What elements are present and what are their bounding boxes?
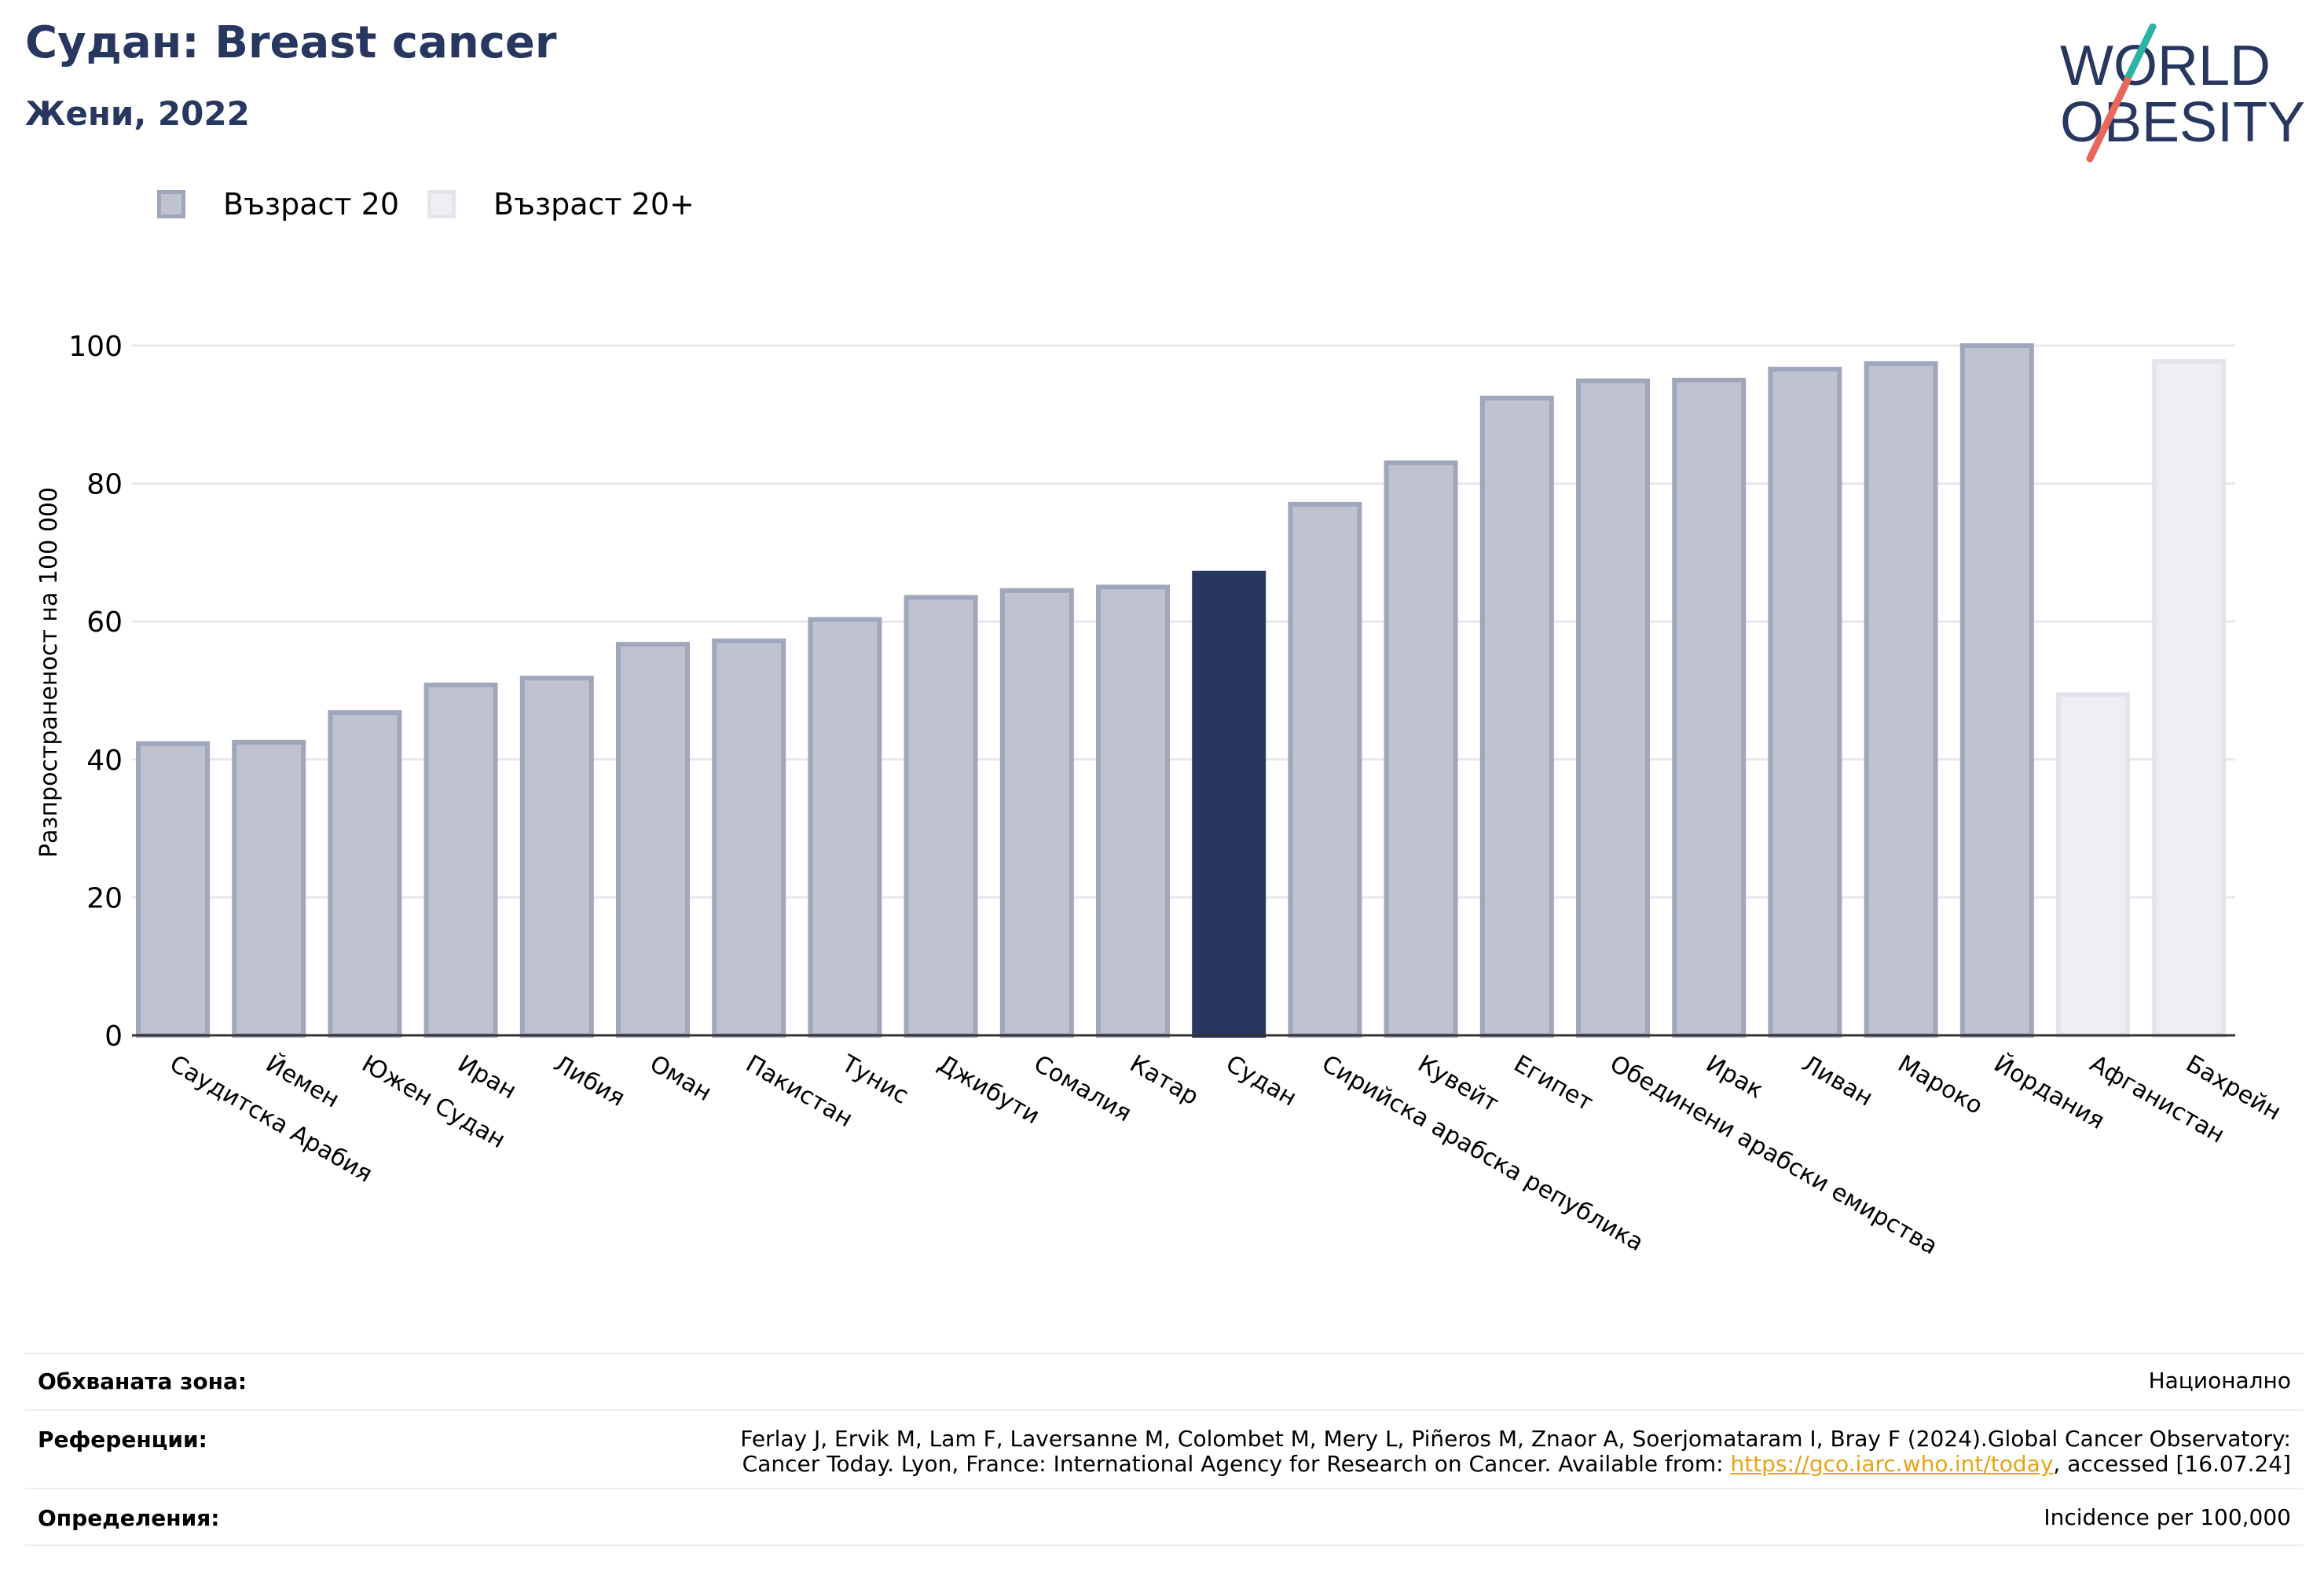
definitions-label: Определения: [38,1505,220,1531]
y-tick-label: 0 [104,1020,123,1053]
y-axis-label: Разпространеност на 100 000 [35,487,63,858]
references-line-2: Cancer Today. Lyon, France: Internationa… [740,1452,2291,1477]
legend-swatch-age20 [157,190,185,218]
x-tick-label: Катар [1125,1050,1203,1112]
x-tick-label: Мароко [1893,1050,1988,1120]
coverage-label: Обхваната зона: [38,1368,247,1394]
footer-divider [25,1353,2304,1354]
x-tick-label: Ливан [1797,1050,1877,1112]
bar-21[interactable] [2152,359,2227,1038]
logo-slash-coral [2086,76,2132,163]
definitions-value: Incidence per 100,000 [2044,1504,2291,1530]
coverage-value: Национално [2148,1368,2291,1394]
bar-7[interactable] [808,617,882,1038]
x-tick-label: Оман [645,1050,716,1107]
y-tick-label: 20 [86,882,123,914]
y-tick-label: 80 [86,469,123,501]
x-tick-label: Судан [1221,1050,1301,1112]
references-line-2-suffix: , accessed [16.07.24] [2053,1451,2291,1477]
footer-coverage-row: Обхваната зона: Национално [25,1353,2304,1409]
bar-5[interactable] [616,642,690,1038]
references-value: Ferlay J, Ervik M, Lam F, Laversanne M, … [740,1427,2291,1477]
x-tick-label: Либия [549,1050,629,1112]
footer-divider [25,1544,2304,1546]
bar-14[interactable] [1479,395,1554,1038]
chart-legend: Възраст 20 Възраст 20+ [157,181,723,228]
x-tick-label: Ирак [1701,1050,1768,1104]
references-line-1: Ferlay J, Ervik M, Lam F, Laversanne M, … [740,1426,2291,1452]
x-tick-label: Джибути [933,1050,1045,1130]
x-tick-label: Египет [1509,1050,1598,1117]
page-title: Судан: Breast cancer [25,17,557,68]
bar-11[interactable] [1192,570,1266,1038]
legend-item-age20[interactable]: Възраст 20 [157,187,399,222]
bar-0[interactable] [136,741,210,1038]
page-subtitle: Жени, 2022 [25,94,250,133]
legend-label-age20: Възраст 20 [223,187,399,222]
references-link[interactable]: https://gco.iarc.who.int/today [1730,1451,2054,1477]
bar-2[interactable] [328,710,402,1038]
references-line-2-text: Cancer Today. Lyon, France: Internationa… [742,1451,1731,1477]
y-tick-label: 60 [86,606,123,639]
world-obesity-logo: WORLD OBESITY [2060,24,2305,163]
bar-17[interactable] [1768,366,1842,1038]
bar-3[interactable] [423,682,498,1038]
bar-6[interactable] [712,638,786,1038]
bar-8[interactable] [904,595,978,1038]
footer-divider [25,1409,2304,1411]
x-tick-label: Тунис [837,1049,914,1110]
y-tick-label: 40 [86,745,123,777]
x-tick-label: Сомалия [1029,1050,1136,1128]
bar-10[interactable] [1096,584,1170,1038]
y-tick-label: 100 [68,331,123,363]
bar-4[interactable] [519,676,594,1038]
x-tick-label: Пакистан [741,1050,857,1134]
legend-item-age20plus[interactable]: Възраст 20+ [427,187,695,222]
x-tick-label: Сирийска арабска република [1317,1050,1648,1258]
logo-text-world: WORLD [2060,35,2271,97]
x-tick-label: Обединени арабски емирства [1605,1050,1942,1261]
bar-19[interactable] [1959,343,2034,1038]
legend-swatch-age20plus [427,190,456,218]
bar-9[interactable] [999,588,1074,1038]
bars [136,343,2227,1038]
y-tick-labels: 0 20 40 60 80 100 [68,331,123,1053]
logo-slash-teal [2124,24,2157,82]
bar-18[interactable] [1864,361,1938,1038]
footer-references-row: Референции: Ferlay J, Ervik M, Lam F, La… [25,1409,2304,1488]
references-label: Референции: [38,1427,207,1452]
bar-12[interactable] [1288,501,1362,1038]
bar-1[interactable] [232,739,306,1038]
bar-16[interactable] [1672,377,1747,1038]
bar-20[interactable] [2056,692,2130,1038]
legend-label-age20plus: Възраст 20+ [493,187,695,222]
bar-13[interactable] [1384,460,1458,1038]
x-tick-label: Иран [453,1050,521,1105]
bar-15[interactable] [1576,378,1650,1038]
footer-definitions-row: Определения: Incidence per 100,000 [25,1488,2304,1544]
footer-divider [25,1488,2304,1489]
